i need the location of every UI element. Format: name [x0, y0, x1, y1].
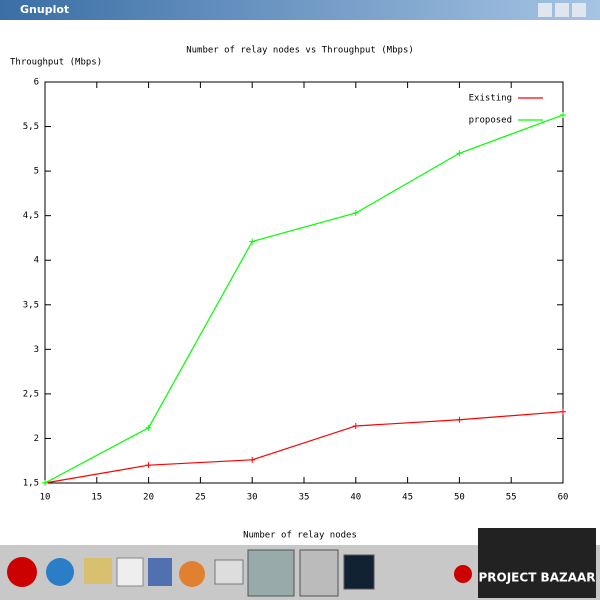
- y-tick-label: 3,5: [23, 300, 39, 310]
- workspace-switcher[interactable]: [247, 549, 295, 597]
- point-marker: [145, 424, 152, 431]
- x-tick-label: 35: [299, 493, 310, 503]
- point-marker: [42, 480, 48, 486]
- legend-label: Existing: [469, 94, 512, 104]
- window-list[interactable]: [299, 549, 339, 597]
- y-tick-label: 5: [34, 167, 39, 177]
- point-marker: [560, 408, 566, 415]
- minimize-button[interactable]: [538, 3, 552, 17]
- legend-label: proposed: [469, 116, 512, 126]
- x-tick-label: 25: [195, 493, 206, 503]
- impress-icon[interactable]: [179, 561, 205, 587]
- y-tick-label: 2,5: [23, 389, 39, 399]
- browser-icon[interactable]: [46, 558, 74, 586]
- close-button[interactable]: [572, 3, 586, 17]
- y-tick-label: 4,5: [23, 211, 39, 221]
- x-tick-label: 40: [350, 493, 361, 503]
- notification-icon: [454, 565, 472, 583]
- calc-icon[interactable]: [148, 558, 172, 586]
- title-bar: [0, 0, 600, 20]
- point-marker: [456, 416, 463, 423]
- series-line: [44, 114, 564, 484]
- y-axis-label: Throughput (Mbps): [10, 58, 102, 68]
- plot-frame: [44, 81, 564, 484]
- x-tick-label: 15: [91, 493, 102, 503]
- y-tick-label: 3: [34, 345, 39, 355]
- writer-icon[interactable]: [116, 557, 144, 587]
- maximize-button[interactable]: [555, 3, 569, 17]
- mail-icon[interactable]: [84, 558, 112, 584]
- x-tick-label: 55: [506, 493, 517, 503]
- x-tick-label: 50: [454, 493, 465, 503]
- logo-text: PROJECT BAZAAR: [478, 571, 595, 585]
- x-tick-label: 10: [40, 493, 51, 503]
- series-line: [44, 411, 564, 484]
- point-marker: [560, 111, 566, 118]
- x-tick-label: 30: [247, 493, 258, 503]
- logo-box: [478, 528, 596, 598]
- y-tick-label: 4: [34, 256, 39, 266]
- window-title: Gnuplot: [20, 3, 69, 16]
- x-tick-label: 45: [402, 493, 413, 503]
- point-marker: [456, 150, 463, 157]
- point-marker: [352, 422, 359, 429]
- y-tick-label: 6: [34, 78, 39, 88]
- y-tick-label: 2: [34, 434, 39, 444]
- y-tick-label: 1,5: [23, 479, 39, 489]
- x-tick-label: 60: [558, 493, 569, 503]
- point-marker: [352, 209, 359, 216]
- point-marker: [249, 238, 256, 245]
- point-marker: [145, 462, 152, 469]
- start-icon[interactable]: [7, 557, 37, 587]
- print-icon[interactable]: [214, 559, 244, 585]
- x-tick-label: 20: [143, 493, 154, 503]
- y-tick-label: 5,5: [23, 122, 39, 132]
- x-axis-label: Number of relay nodes: [243, 531, 357, 541]
- chart-title: Number of relay nodes vs Throughput (Mbp…: [186, 46, 414, 56]
- point-marker: [249, 456, 256, 463]
- terminal-icon[interactable]: [343, 554, 375, 590]
